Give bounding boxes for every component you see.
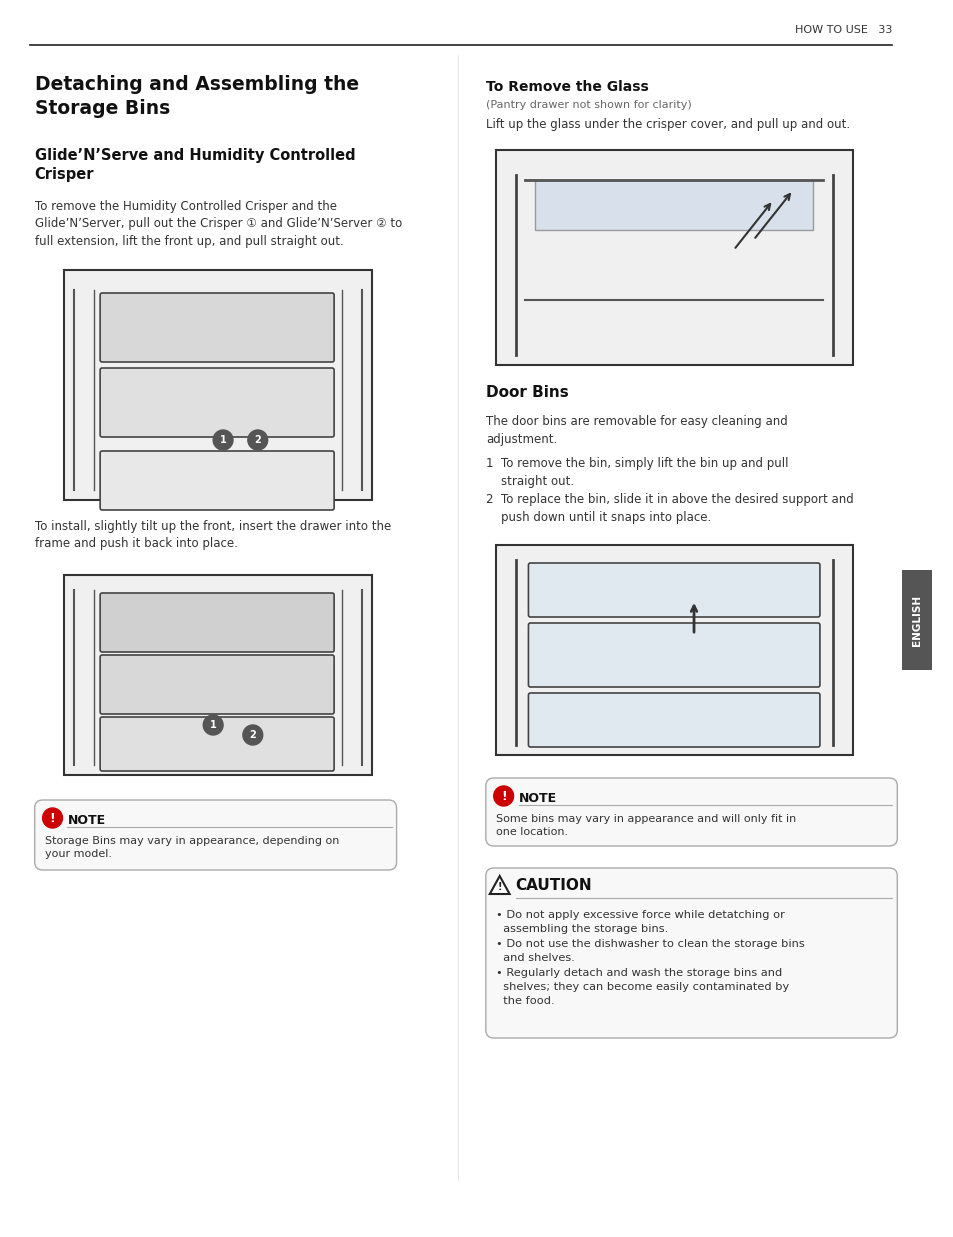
Bar	[535, 181, 812, 230]
Bar	[496, 546, 852, 755]
FancyBboxPatch shape	[100, 593, 334, 652]
Text: 2: 2	[254, 435, 261, 445]
Text: To Remove the Glass: To Remove the Glass	[485, 80, 648, 94]
Text: Detaching and Assembling the
Storage Bins: Detaching and Assembling the Storage Bin…	[34, 75, 358, 118]
Text: !: !	[50, 811, 55, 825]
FancyBboxPatch shape	[34, 800, 396, 870]
Text: To remove the Humidity Controlled Crisper and the
Glide’N’Server, pull out the C: To remove the Humidity Controlled Crispe…	[34, 200, 401, 247]
Text: • Do not apply excessive force while detatching or
  assembling the storage bins: • Do not apply excessive force while det…	[496, 910, 803, 1007]
Text: Lift up the glass under the crisper cover, and pull up and out.: Lift up the glass under the crisper cove…	[485, 118, 849, 131]
Text: Some bins may vary in appearance and will only fit in
one location.: Some bins may vary in appearance and wil…	[496, 814, 795, 837]
FancyBboxPatch shape	[528, 563, 819, 617]
Circle shape	[213, 430, 233, 450]
Bar	[65, 270, 372, 500]
Text: 2: 2	[249, 730, 256, 740]
FancyBboxPatch shape	[100, 452, 334, 510]
Text: 1  To remove the bin, simply lift the bin up and pull
    straight out.: 1 To remove the bin, simply lift the bin…	[485, 456, 787, 487]
Text: !: !	[497, 882, 501, 892]
FancyBboxPatch shape	[528, 623, 819, 687]
Text: Storage Bins may vary in appearance, depending on
your model.: Storage Bins may vary in appearance, dep…	[45, 836, 338, 860]
Text: NOTE: NOTE	[518, 792, 556, 805]
Text: ENGLISH: ENGLISH	[911, 595, 922, 646]
FancyBboxPatch shape	[485, 778, 897, 846]
Text: (Pantry drawer not shown for clarity): (Pantry drawer not shown for clarity)	[485, 100, 691, 110]
Text: Door Bins: Door Bins	[485, 385, 568, 400]
Text: To install, slightly tilt up the front, insert the drawer into the
frame and pus: To install, slightly tilt up the front, …	[34, 520, 391, 550]
Text: 1: 1	[219, 435, 226, 445]
Bar	[65, 575, 372, 776]
FancyBboxPatch shape	[528, 693, 819, 747]
Text: The door bins are removable for easy cleaning and
adjustment.: The door bins are removable for easy cle…	[485, 414, 787, 445]
Circle shape	[248, 430, 268, 450]
Text: !: !	[500, 789, 506, 803]
Bar	[902, 570, 931, 670]
FancyBboxPatch shape	[100, 293, 334, 362]
Text: Glide’N’Serve and Humidity Controlled
Crisper: Glide’N’Serve and Humidity Controlled Cr…	[34, 148, 355, 182]
FancyBboxPatch shape	[100, 656, 334, 714]
Circle shape	[494, 785, 513, 807]
Text: HOW TO USE   33: HOW TO USE 33	[794, 25, 891, 35]
FancyBboxPatch shape	[485, 868, 897, 1038]
FancyBboxPatch shape	[100, 367, 334, 437]
Text: CAUTION: CAUTION	[515, 878, 592, 893]
FancyBboxPatch shape	[100, 717, 334, 771]
Circle shape	[43, 808, 62, 828]
Polygon shape	[489, 876, 509, 894]
Text: 1: 1	[210, 720, 216, 730]
Circle shape	[243, 725, 262, 745]
Circle shape	[203, 715, 223, 735]
Bar	[496, 150, 852, 365]
Text: 2  To replace the bin, slide it in above the desired support and
    push down u: 2 To replace the bin, slide it in above …	[485, 494, 853, 523]
Text: NOTE: NOTE	[68, 814, 106, 828]
